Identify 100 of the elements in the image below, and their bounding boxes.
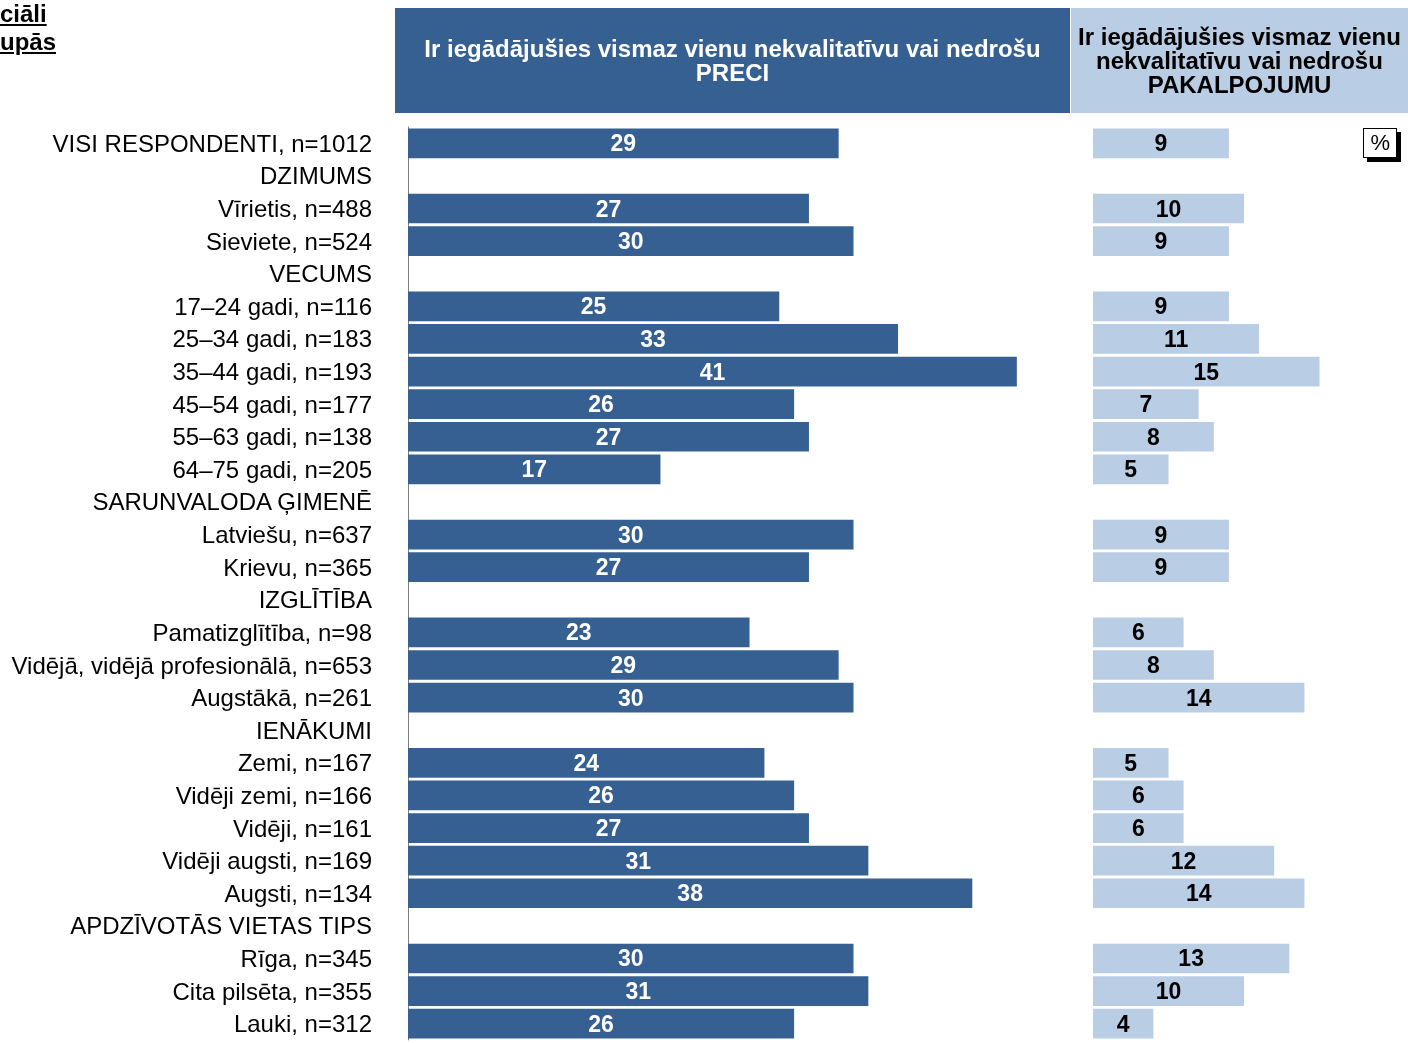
data-label: 27 <box>595 554 622 581</box>
data-label: 8 <box>1147 423 1160 450</box>
data-label: 4 <box>1116 1010 1130 1037</box>
y-tick-label: Vidējā, vidējā profesionālā, n=653 <box>11 651 372 679</box>
data-label: 26 <box>588 391 614 418</box>
bar <box>1093 454 1169 485</box>
data-label: 14 <box>1185 684 1212 711</box>
data-label: 33 <box>640 325 666 352</box>
bar <box>1093 1008 1154 1039</box>
bar <box>408 780 795 811</box>
y-tick-label: Vīrietis, n=488 <box>217 195 372 223</box>
bar <box>408 845 869 876</box>
data-label: 7 <box>1139 391 1153 418</box>
data-label: 9 <box>1154 554 1168 581</box>
data-label: 25 <box>580 293 607 320</box>
data-label: 27 <box>595 423 622 450</box>
data-label: 29 <box>610 652 637 679</box>
bar <box>1093 845 1275 876</box>
y-tick-label: Augsti, n=134 <box>224 879 372 907</box>
bar <box>1093 813 1184 843</box>
bar <box>1093 878 1305 909</box>
bar <box>408 1008 795 1039</box>
bar <box>408 389 795 419</box>
chart-title: Ir iegādājušies vismaz vienu nekvalitatīvu vai nedrošu PAKALPOJUMU <box>1077 22 1402 98</box>
y-tick-label: DZIMUMS <box>260 162 372 190</box>
bar <box>408 128 839 159</box>
data-label: 5 <box>1124 749 1138 776</box>
bar <box>1093 324 1260 354</box>
y-tick-label: 35–44 gadi, n=193 <box>172 358 372 386</box>
text: ciāli <box>0 0 47 28</box>
data-label: 10 <box>1155 978 1182 1005</box>
bar <box>1093 650 1214 680</box>
data-label: 30 <box>617 521 644 548</box>
bar <box>1093 389 1199 419</box>
data-label: 9 <box>1154 130 1168 157</box>
y-tick-label: APDZĪVOTĀS VIETAS TIPS <box>70 912 372 940</box>
data-label: 30 <box>617 684 644 711</box>
data-label: 14 <box>1185 880 1212 907</box>
data-label: 41 <box>699 358 726 385</box>
bar <box>1093 128 1229 159</box>
bar <box>1093 552 1229 583</box>
data-label: 13 <box>1178 945 1204 972</box>
data-label: 30 <box>617 228 644 255</box>
bar <box>408 291 780 322</box>
y-tick-label: VECUMS <box>269 260 372 288</box>
data-label: 29 <box>610 130 637 157</box>
data-label: 26 <box>588 782 614 809</box>
y-tick-label: 64–75 gadi, n=205 <box>172 455 372 483</box>
y-tick-label: Cita pilsēta, n=355 <box>172 977 372 1005</box>
data-label: 12 <box>1170 847 1197 874</box>
bar <box>1093 682 1305 713</box>
data-label: 9 <box>1154 293 1168 320</box>
y-tick-label: Zemi, n=167 <box>237 749 372 777</box>
chart-title: Ir iegādājušies vismaz vienu nekvalitatīvu vai nedrošu PRECI <box>423 34 1042 86</box>
data-label: 10 <box>1155 195 1182 222</box>
bar <box>408 976 869 1006</box>
data-label: 6 <box>1131 619 1145 646</box>
bar <box>1093 976 1244 1006</box>
bar <box>408 324 899 354</box>
data-label: 15 <box>1193 358 1220 385</box>
y-tick-label: 25–34 gadi, n=183 <box>172 325 372 353</box>
data-label: 5 <box>1124 456 1138 483</box>
y-tick-label: VISI RESPONDENTI, n=1012 <box>52 129 372 157</box>
bar <box>408 650 839 680</box>
text: % <box>1363 128 1397 158</box>
bar <box>408 193 809 224</box>
bar <box>1093 617 1184 648</box>
data-label: 24 <box>573 749 600 776</box>
bar <box>408 421 809 452</box>
y-tick-label: IZGLĪTĪBA <box>258 586 372 614</box>
y-tick-label: 45–54 gadi, n=177 <box>172 390 372 418</box>
y-tick-label: Vidēji zemi, n=166 <box>175 781 372 809</box>
bar <box>1093 519 1229 550</box>
y-tick-label: Pamatizglītība, n=98 <box>152 618 372 646</box>
y-tick-label: Vidēji, n=161 <box>232 814 372 842</box>
bar <box>1093 748 1169 778</box>
y-tick-label: Vidēji augsti, n=169 <box>162 847 372 875</box>
y-tick-label: Sieviete, n=524 <box>205 227 372 255</box>
y-tick-label: Krievu, n=365 <box>223 553 372 581</box>
bar <box>408 454 661 485</box>
bar <box>1093 193 1244 224</box>
bar <box>1093 291 1229 322</box>
data-label: 9 <box>1154 521 1168 548</box>
data-label: 38 <box>677 880 704 907</box>
data-label: 6 <box>1131 815 1145 842</box>
bar <box>408 617 750 648</box>
bar <box>408 878 973 909</box>
y-tick-label: 17–24 gadi, n=116 <box>174 292 372 320</box>
data-label: 6 <box>1131 782 1145 809</box>
bar <box>408 748 765 778</box>
y-tick-label: Latviešu, n=637 <box>201 521 372 549</box>
y-tick-label: IENĀKUMI <box>255 716 372 744</box>
data-label: 8 <box>1147 652 1160 679</box>
bar <box>408 226 854 256</box>
y-tick-label: 55–63 gadi, n=138 <box>172 423 372 451</box>
data-label: 27 <box>595 195 622 222</box>
bar <box>408 552 809 583</box>
bar <box>1093 421 1214 452</box>
bar <box>408 356 1017 387</box>
y-tick-label: Augstākā, n=261 <box>191 684 372 712</box>
